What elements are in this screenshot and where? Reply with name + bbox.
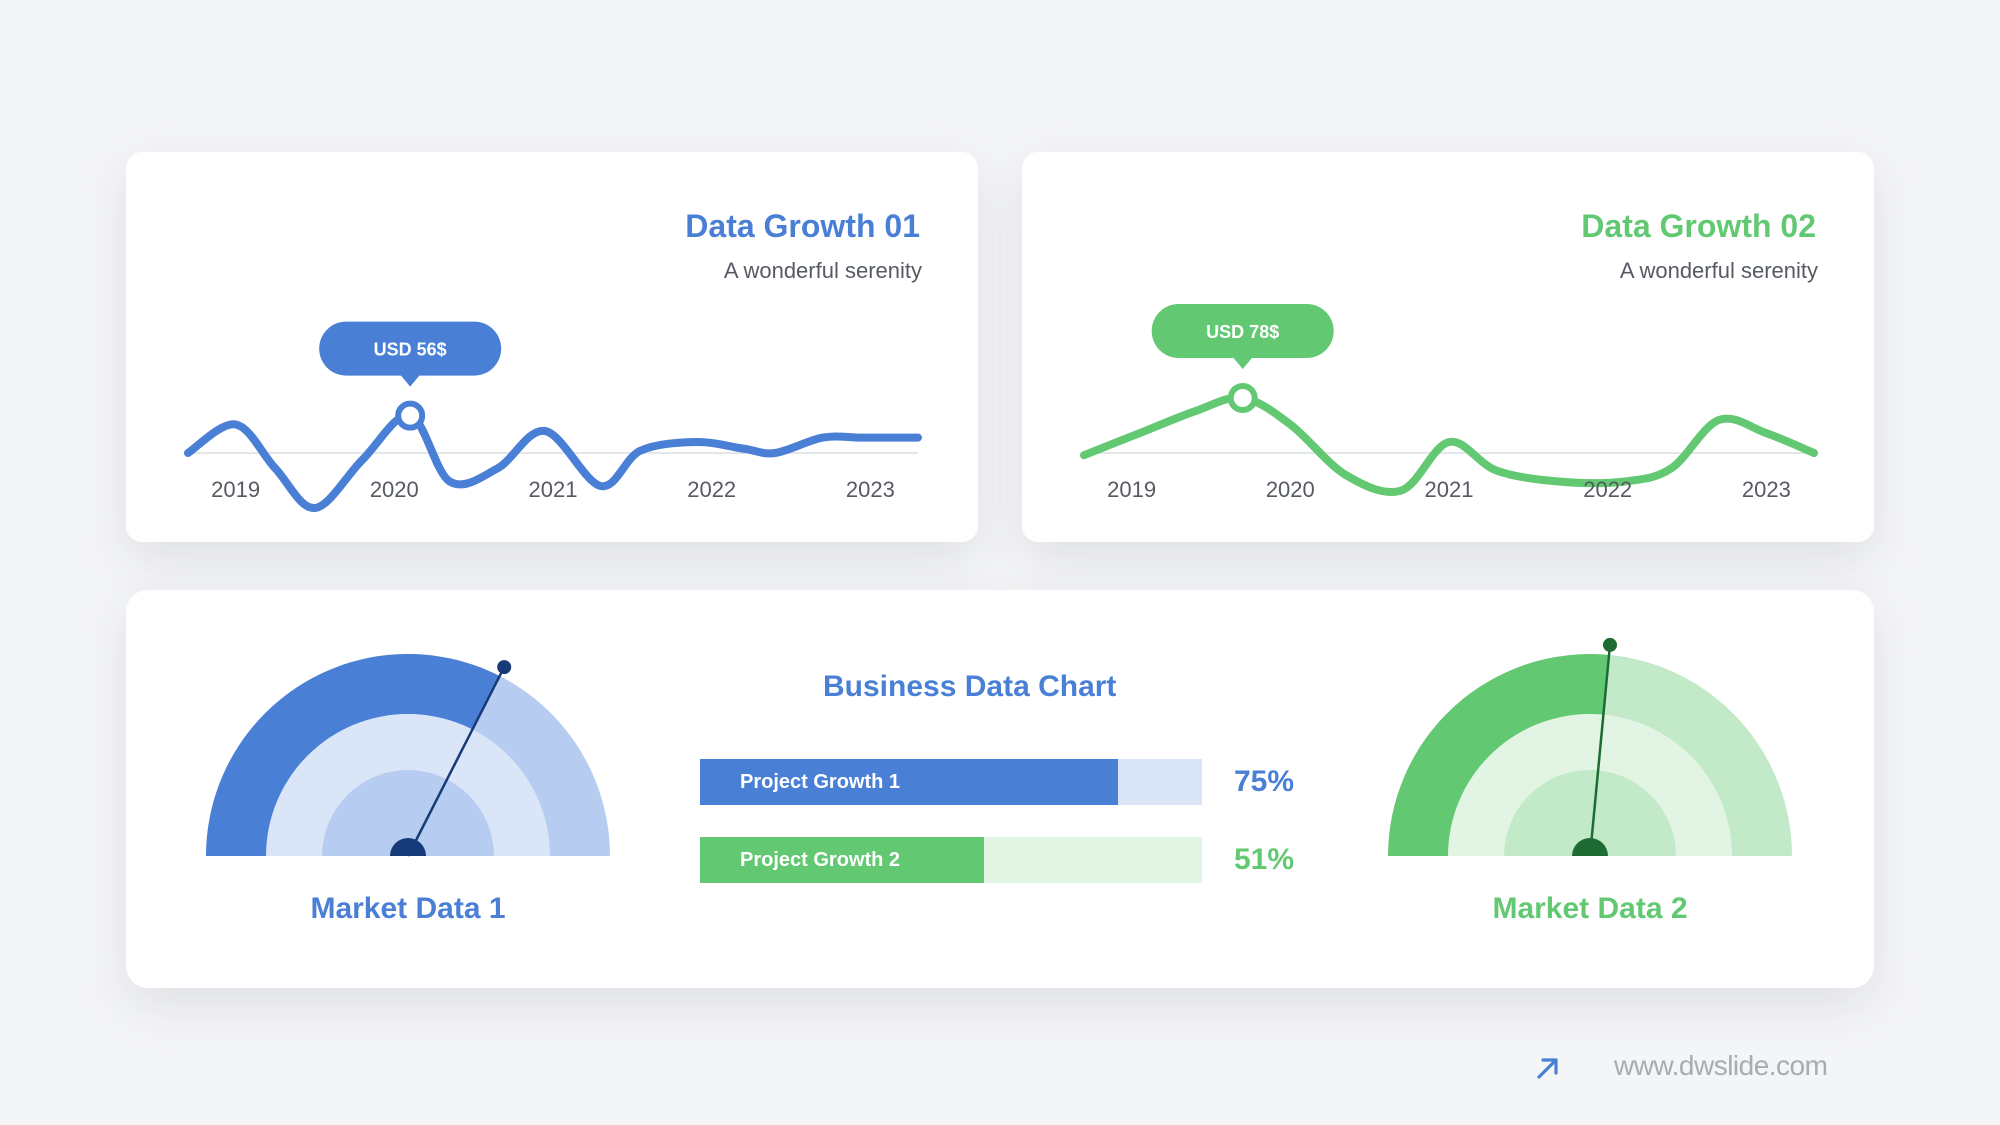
market-data-2-ring-inner	[1504, 770, 1676, 856]
market-data-2-needle	[1588, 644, 1612, 857]
market-data-1-label: Market Data 1	[310, 892, 506, 925]
data-growth-02-tick-2020: 2020	[1266, 477, 1315, 502]
data-growth-01-card: 2019 2020 2021 2022 2023 USD 56$ Data Growth …	[126, 152, 978, 542]
data-growth-01-subtitle: A wonderful serenity	[723, 258, 922, 283]
project-growth-2-value: 51%	[1234, 843, 1295, 876]
data-growth-02-tick-2022: 2022	[1583, 477, 1632, 502]
data-growth-01-series-line	[184, 411, 922, 512]
data-growth-02-tick-2019: 2019	[1107, 477, 1156, 502]
market-data-1-needle	[406, 666, 506, 857]
data-growth-01-callout-bubble	[319, 321, 502, 376]
data-growth-02-subtitle: A wonderful serenity	[1619, 258, 1818, 283]
market-data-1-ring-inner	[322, 770, 494, 856]
arrow-up-right-icon[interactable]	[1534, 1054, 1562, 1082]
footer-website-link[interactable]: www.dwslide.com	[1614, 1050, 1828, 1081]
data-growth-02-card: 2019 2020 2021 2022 2023 USD 78$ Data Growth …	[1022, 152, 1874, 542]
data-growth-02-tick-2021: 2021	[1425, 477, 1474, 502]
data-growth-01-tick-2021: 2021	[529, 477, 578, 502]
project-growth-2-bar: Project Growth 2 51%	[700, 837, 1294, 883]
market-data-2-needle-hub	[1572, 838, 1608, 856]
data-growth-02-highlight-point	[1227, 383, 1258, 413]
market-data-1-needle-hub	[390, 838, 426, 856]
data-growth-01-tick-2023: 2023	[846, 477, 895, 502]
data-growth-01-callout-pointer	[400, 374, 421, 387]
project-growth-1-label: Project Growth 1	[740, 771, 901, 793]
data-growth-02-callout: USD 78$	[1151, 304, 1334, 369]
data-growth-01-tick-2019: 2019	[211, 477, 260, 502]
project-growth-2-label: Project Growth 2	[740, 849, 901, 871]
data-growth-02-callout-label: USD 78$	[1206, 322, 1279, 342]
market-data-1-needle-tip	[497, 660, 512, 675]
project-growth-1-bar: Project Growth 1 75%	[700, 759, 1294, 805]
data-growth-02-chart: 2019 2020 2021 2022 2023 USD 78$	[1080, 304, 1818, 502]
market-data-2-label: Market Data 2	[1492, 892, 1688, 925]
data-growth-02-tick-2023: 2023	[1742, 477, 1791, 502]
data-growth-02-series-line	[1080, 393, 1818, 496]
market-data-1-gauge	[206, 653, 610, 857]
data-growth-01-callout-label: USD 56$	[374, 340, 447, 360]
data-growth-01-title: Data Growth 01	[685, 208, 920, 244]
data-growth-01-tick-2022: 2022	[687, 477, 736, 502]
data-growth-01-chart: 2019 2020 2021 2022 2023 USD 56$	[184, 321, 922, 512]
project-growth-2-fill	[700, 837, 985, 883]
project-growth-1-value: 75%	[1234, 765, 1295, 798]
market-data-2-needle-tip	[1603, 637, 1617, 652]
business-data-chart-title: Business Data Chart	[823, 670, 1117, 703]
data-growth-02-callout-bubble	[1151, 304, 1334, 358]
project-growth-1-fill	[700, 759, 1119, 805]
data-growth-02-callout-pointer	[1232, 357, 1253, 369]
data-growth-01-highlight-point	[395, 400, 426, 431]
business-data-card: Market Data 1 Business Data Chart Projec…	[126, 590, 1874, 988]
data-growth-01-tick-2020: 2020	[370, 477, 419, 502]
data-growth-01-callout: USD 56$	[319, 321, 502, 387]
market-data-2-gauge	[1388, 637, 1792, 857]
data-growth-02-title: Data Growth 02	[1581, 208, 1816, 244]
